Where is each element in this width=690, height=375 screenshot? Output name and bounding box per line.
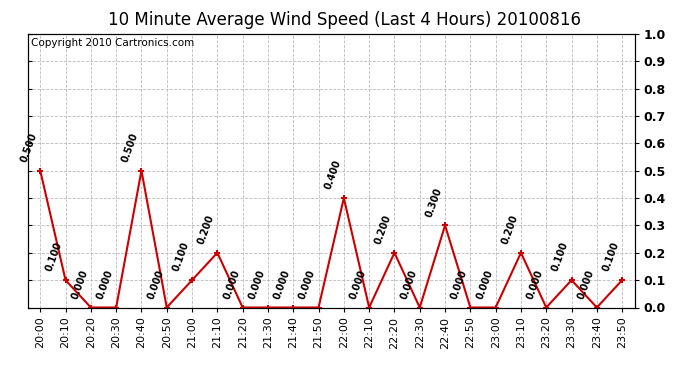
Text: 10 Minute Average Wind Speed (Last 4 Hours) 20100816: 10 Minute Average Wind Speed (Last 4 Hou…	[108, 11, 582, 29]
Text: 0.000: 0.000	[95, 268, 115, 300]
Text: 0.200: 0.200	[373, 213, 393, 246]
Text: 0.000: 0.000	[348, 268, 368, 300]
Text: 0.000: 0.000	[247, 268, 267, 300]
Text: 0.000: 0.000	[272, 268, 292, 300]
Text: 0.100: 0.100	[171, 241, 191, 273]
Text: 0.100: 0.100	[601, 241, 621, 273]
Text: 0.000: 0.000	[575, 268, 595, 300]
Text: 0.500: 0.500	[120, 131, 140, 164]
Text: 0.000: 0.000	[525, 268, 545, 300]
Text: 0.500: 0.500	[19, 131, 39, 164]
Text: 0.000: 0.000	[70, 268, 90, 300]
Text: 0.300: 0.300	[424, 186, 444, 218]
Text: 0.100: 0.100	[551, 241, 571, 273]
Text: Copyright 2010 Cartronics.com: Copyright 2010 Cartronics.com	[30, 38, 194, 48]
Text: 0.200: 0.200	[500, 213, 520, 246]
Text: 0.200: 0.200	[196, 213, 216, 246]
Text: 0.400: 0.400	[323, 159, 343, 191]
Text: 0.000: 0.000	[475, 268, 495, 300]
Text: 0.000: 0.000	[297, 268, 317, 300]
Text: 0.000: 0.000	[221, 268, 242, 300]
Text: 0.000: 0.000	[146, 268, 166, 300]
Text: 0.000: 0.000	[399, 268, 419, 300]
Text: 0.100: 0.100	[44, 241, 64, 273]
Text: 0.000: 0.000	[449, 268, 469, 300]
